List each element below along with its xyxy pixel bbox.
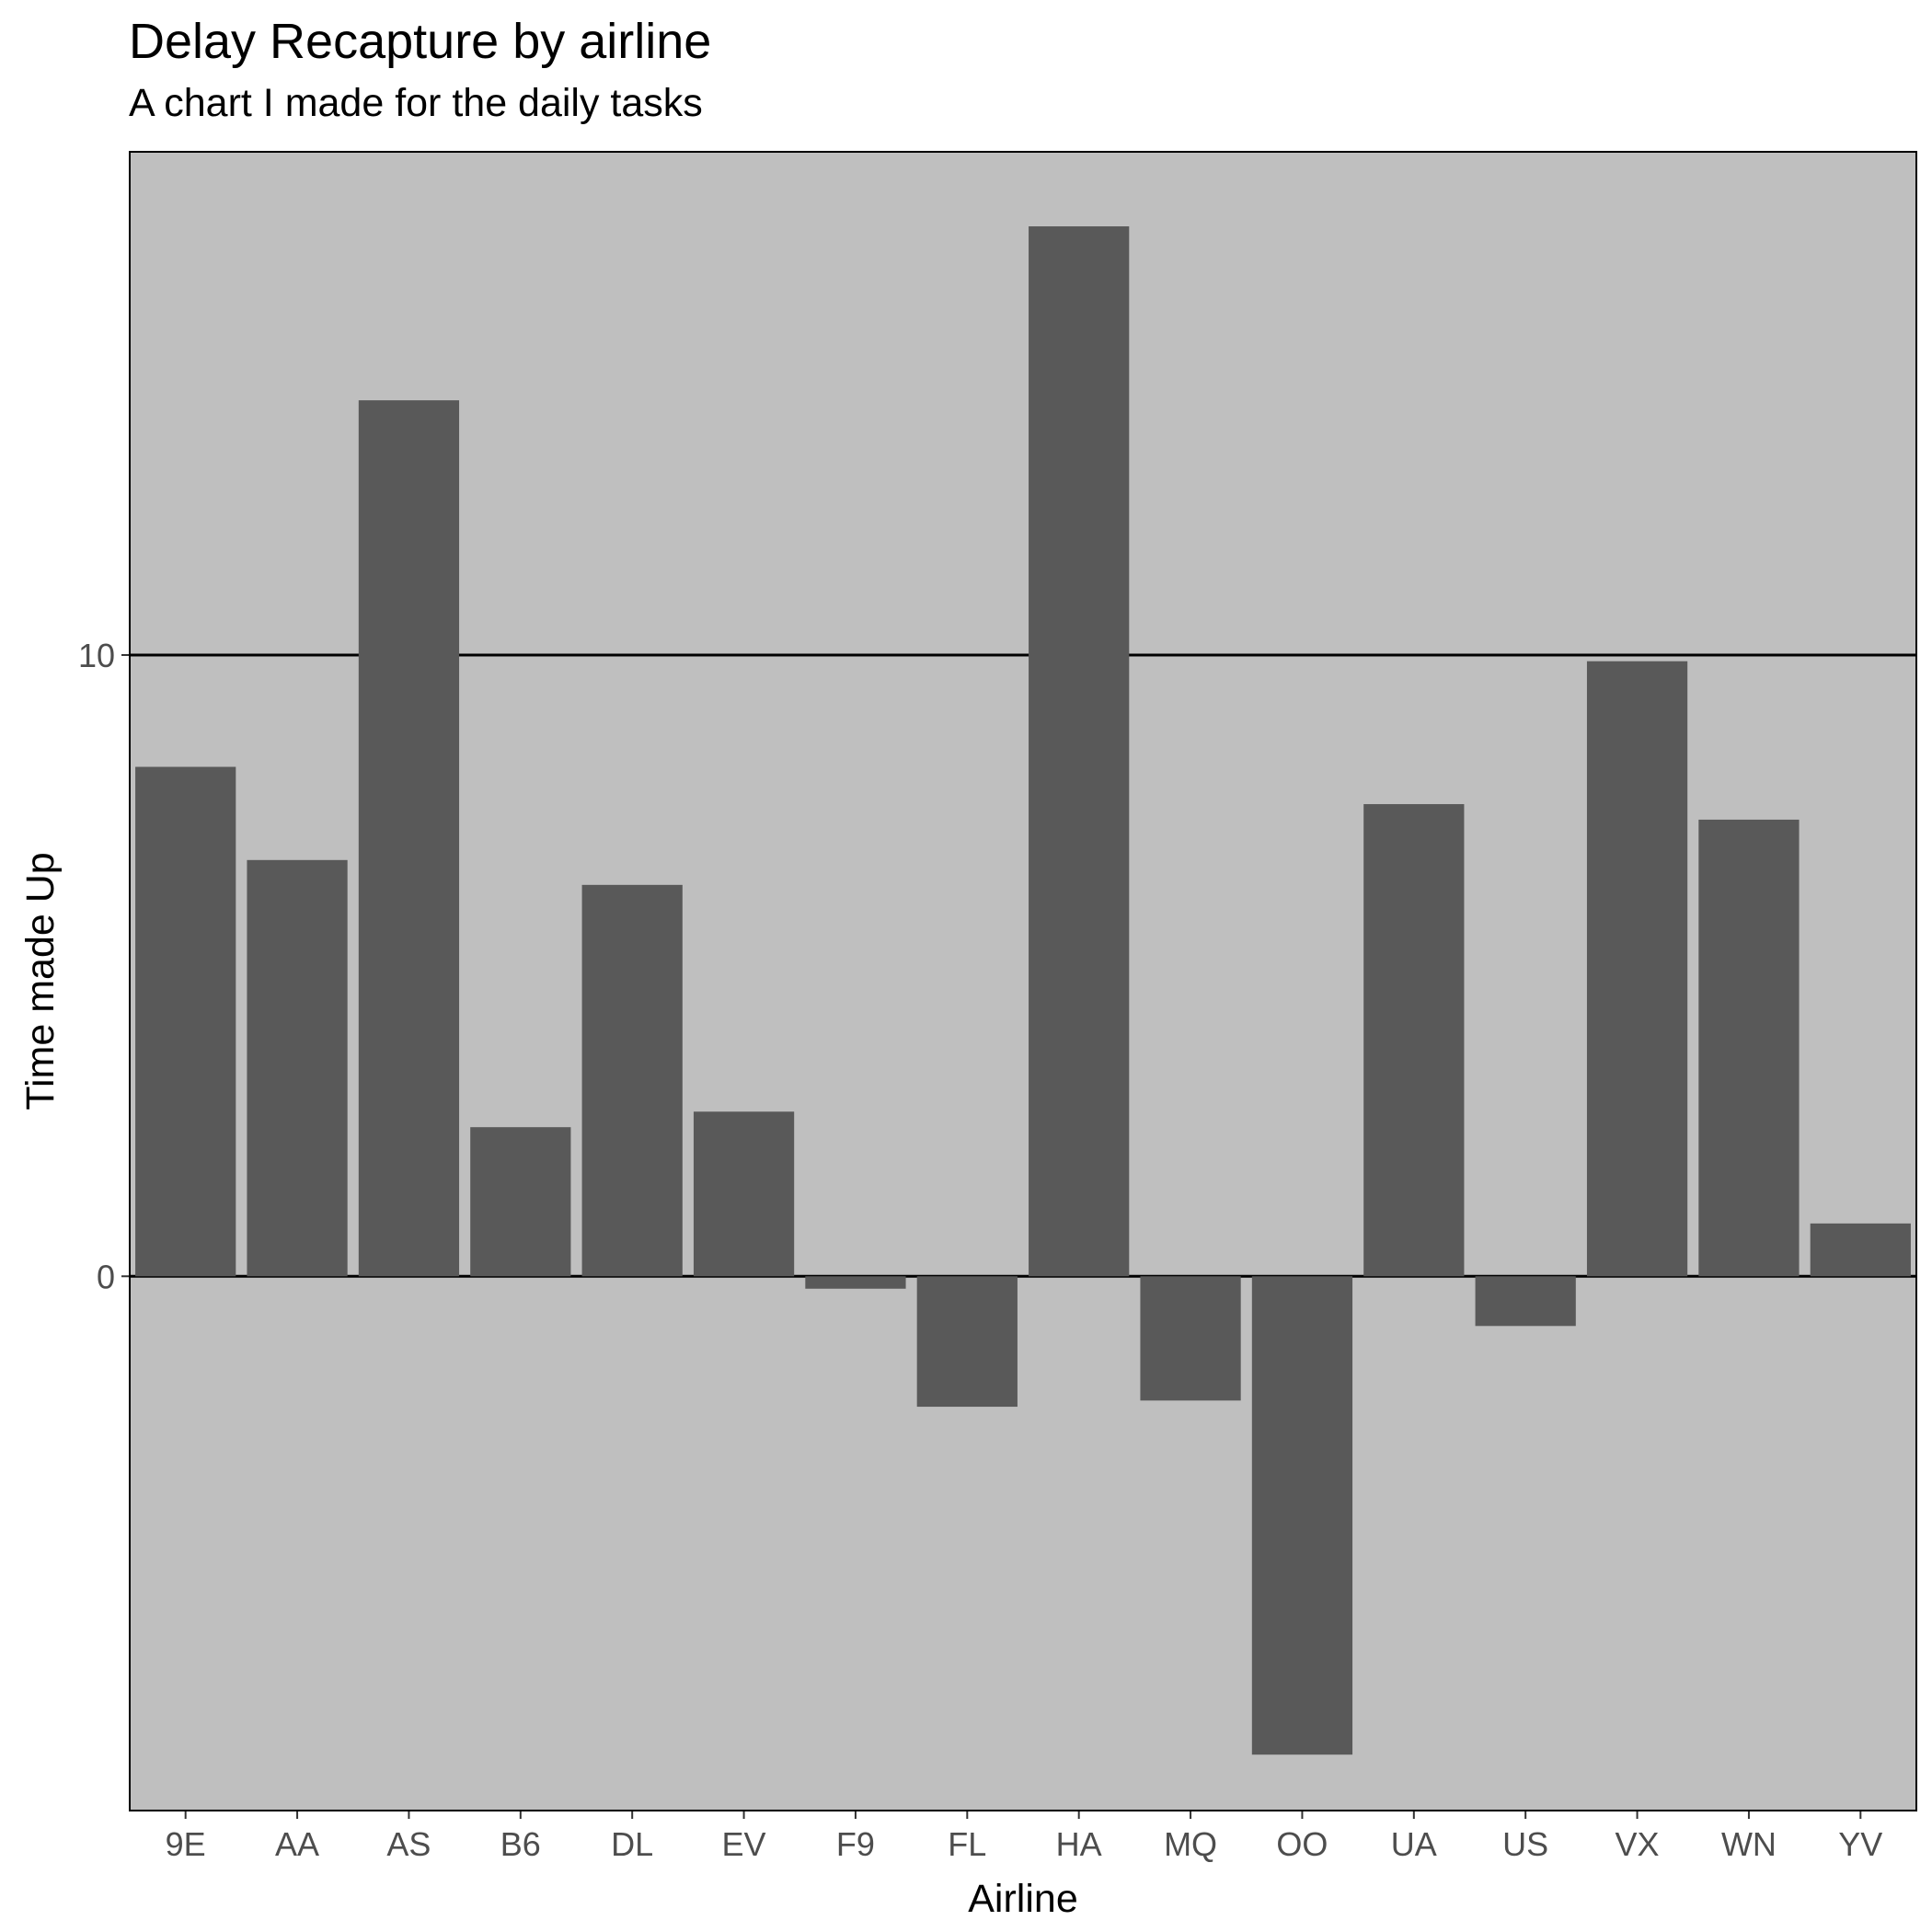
bar-9E bbox=[135, 766, 236, 1277]
x-tick-label-F9: F9 bbox=[836, 1825, 875, 1863]
x-tick-label-WN: WN bbox=[1721, 1825, 1777, 1863]
bar-EV bbox=[693, 1111, 795, 1277]
bar-F9 bbox=[805, 1276, 906, 1289]
bar-DL bbox=[581, 884, 683, 1277]
x-tick-label-AS: AS bbox=[386, 1825, 431, 1863]
bar-US bbox=[1475, 1276, 1576, 1327]
plot-panel-border bbox=[129, 151, 1917, 1811]
x-tick-label-US: US bbox=[1502, 1825, 1548, 1863]
bar-WN bbox=[1698, 819, 1800, 1277]
bar-AS bbox=[358, 400, 460, 1277]
x-tick-label-FL: FL bbox=[948, 1825, 986, 1863]
bar-VX bbox=[1586, 661, 1688, 1277]
chart-subtitle: A chart I made for the daily tasks bbox=[129, 81, 703, 125]
y-tick-label: 10 bbox=[78, 637, 115, 674]
bar-MQ bbox=[1140, 1276, 1241, 1401]
bar-FL bbox=[916, 1276, 1018, 1408]
bar-AA bbox=[247, 859, 348, 1277]
bars bbox=[135, 226, 1911, 1755]
chart-title: Delay Recapture by airline bbox=[129, 14, 712, 69]
x-tick-label-MQ: MQ bbox=[1164, 1825, 1217, 1863]
x-tick-label-DL: DL bbox=[611, 1825, 653, 1863]
bar-HA bbox=[1029, 226, 1130, 1277]
x-tick-label-9E: 9E bbox=[166, 1825, 206, 1863]
y-axis-title: Time made Up bbox=[18, 852, 63, 1110]
bar-YV bbox=[1810, 1223, 1911, 1277]
bar-B6 bbox=[470, 1127, 571, 1277]
x-tick-label-EV: EV bbox=[722, 1825, 766, 1863]
x-tick-label-UA: UA bbox=[1391, 1825, 1437, 1863]
x-tick-label-YV: YV bbox=[1838, 1825, 1882, 1863]
x-tick-label-OO: OO bbox=[1276, 1825, 1328, 1863]
x-tick-label-B6: B6 bbox=[500, 1825, 541, 1863]
x-axis-title: Airline bbox=[968, 1877, 1078, 1921]
x-tick-label-HA: HA bbox=[1056, 1825, 1102, 1863]
x-tick-label-VX: VX bbox=[1616, 1825, 1660, 1863]
y-axis-ticks: 0 10 bbox=[78, 637, 130, 1295]
bar-UA bbox=[1363, 804, 1465, 1277]
x-axis-ticks: 9E AA AS B6 DL EV F9 FL HA MQ OO UA US VX WN YV bbox=[166, 1811, 1882, 1863]
y-tick-label: 0 bbox=[97, 1258, 115, 1295]
x-tick-label-AA: AA bbox=[275, 1825, 319, 1863]
bar-OO bbox=[1251, 1276, 1353, 1755]
